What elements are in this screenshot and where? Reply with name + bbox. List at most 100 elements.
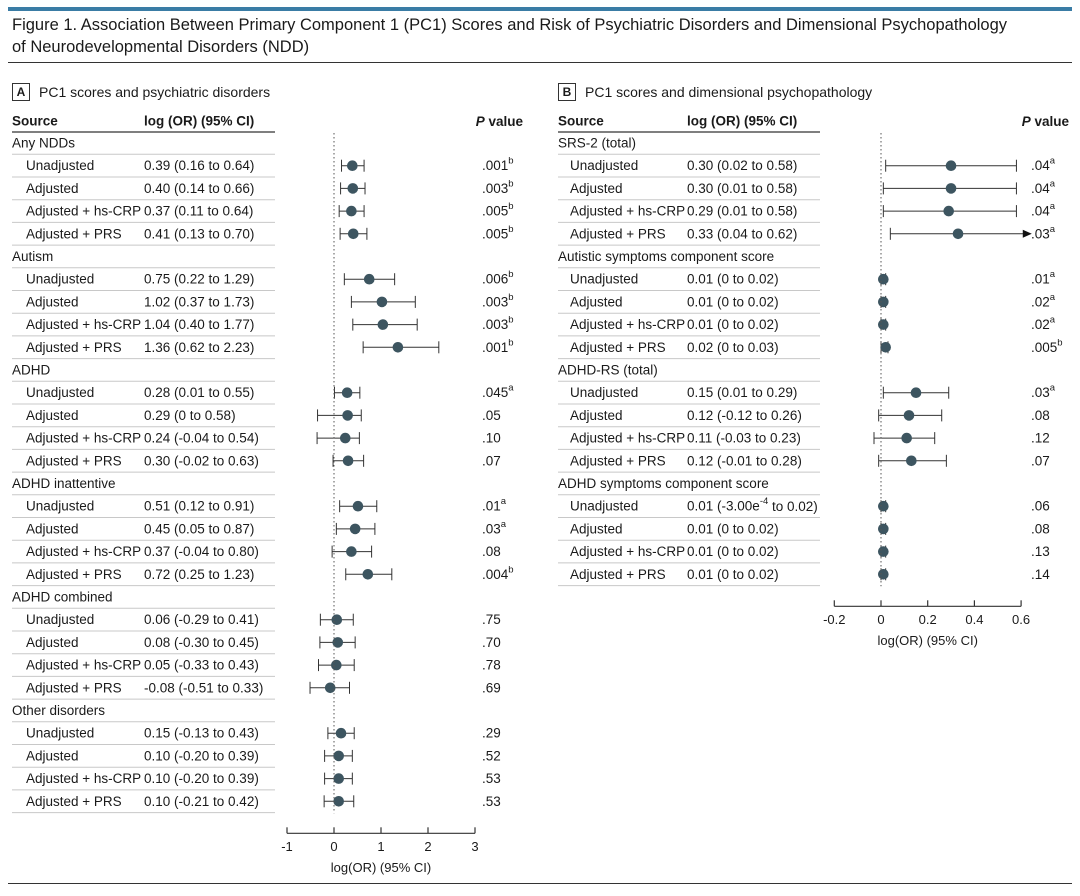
- panel-a-point-marker: [342, 410, 353, 421]
- panel-a-x-tick-label: -1: [281, 839, 293, 854]
- panel-b-group-label: SRS-2 (total): [558, 136, 636, 151]
- panel-b-point-marker: [880, 342, 891, 353]
- panel-b-row-label: Unadjusted: [570, 499, 638, 514]
- panel-a-x-tick-label: 2: [424, 839, 431, 854]
- panel-b-row-estimate: 0.12 (-0.12 to 0.26): [687, 408, 802, 423]
- panel-b-row-pvalue: .04a: [1031, 155, 1056, 173]
- panel-a-point-marker: [341, 387, 353, 399]
- panel-b-row-pvalue: .06: [1031, 499, 1050, 514]
- panel-b-row-estimate: 0.11 (-0.03 to 0.23): [687, 431, 801, 446]
- panel-a-x-axis-label: log(OR) (95% CI): [331, 860, 431, 875]
- panel-a-row-estimate: 0.45 (0.05 to 0.87): [144, 521, 254, 536]
- panel-a-row-label: Adjusted + PRS: [26, 226, 122, 241]
- panel-a-point-marker: [333, 750, 345, 762]
- panel-b-header-pvalue: P value: [1022, 114, 1070, 129]
- panel-b-group-label: ADHD-RS (total): [558, 363, 658, 378]
- panel-a-group-label: Autism: [12, 249, 53, 264]
- panel-a-row-pvalue-superscript: b: [508, 178, 513, 189]
- panel-a-row-estimate: 0.30 (-0.02 to 0.63): [144, 453, 259, 468]
- panel-b-row-estimate: 0.02 (0 to 0.03): [687, 340, 779, 355]
- panel-a-row-estimate: 0.15 (-0.13 to 0.43): [144, 726, 259, 741]
- panel-a-row-estimate: 0.72 (0.25 to 1.23): [144, 567, 254, 582]
- panel-b-x-tick-label: -0.2: [823, 612, 845, 627]
- panel-a-header-source: Source: [12, 114, 58, 129]
- panel-a-row-label: Adjusted + PRS: [26, 567, 122, 582]
- panel-a-row-label: Adjusted: [26, 181, 79, 196]
- panel-a-heading: A PC1 scores and psychiatric disorders: [12, 82, 270, 102]
- panel-b-point-marker: [903, 410, 915, 421]
- panel-a-row-pvalue: .29: [482, 726, 501, 741]
- panel-a-row-pvalue-superscript: b: [508, 223, 513, 234]
- panel-a-row-label: Unadjusted: [26, 158, 94, 173]
- panel-b-row-estimate: 0.01 (0 to 0.02): [687, 272, 779, 287]
- panel-b-row-pvalue: .02a: [1031, 314, 1056, 332]
- panel-a-row-pvalue: .045a: [482, 382, 514, 400]
- panel-a-point-marker: [347, 160, 358, 171]
- panel-b-point-marker: [906, 455, 917, 467]
- panel-a-point-marker: [362, 569, 374, 580]
- panel-b-row-pvalue: .03a: [1031, 382, 1056, 400]
- panel-a-header-p-rest: value: [485, 114, 524, 129]
- panel-a-row-pvalue-superscript: b: [508, 291, 513, 302]
- panel-a-row-pvalue-superscript: b: [508, 155, 513, 166]
- panel-a-row-estimate: 0.05 (-0.33 to 0.43): [144, 658, 259, 673]
- panel-b-row-estimate: 0.12 (-0.01 to 0.28): [687, 453, 802, 468]
- panel-a-row-pvalue: .006b: [482, 269, 514, 287]
- panel-a-header-pvalue: P value: [476, 114, 524, 129]
- panel-a-row-estimate: 1.36 (0.62 to 2.23): [144, 340, 254, 355]
- panel-a-row-label: Adjusted + hs-CRP: [26, 204, 141, 219]
- panel-b-row-pvalue: .01a: [1031, 269, 1056, 287]
- panel-b-point-marker: [878, 296, 889, 308]
- panel-b-row-label: Adjusted: [570, 294, 623, 309]
- panel-a-row-pvalue: .005b: [482, 223, 514, 241]
- panel-a-point-marker: [335, 727, 347, 739]
- panel-a-row-pvalue: .78: [482, 658, 501, 673]
- panel-a-row-pvalue-superscript: a: [508, 382, 514, 393]
- panel-b-letter: B: [558, 83, 576, 101]
- panel-b-x-tick-label: 0.4: [965, 612, 983, 627]
- panel-b-row-label: Adjusted + hs-CRP: [570, 431, 685, 446]
- panel-a-row-label: Adjusted: [26, 635, 79, 650]
- panel-b-point-marker: [952, 228, 964, 240]
- panel-a-point-marker: [331, 659, 342, 671]
- panel-a-group-label: ADHD: [12, 363, 51, 378]
- panel-b-row-pvalue-superscript: a: [1050, 382, 1056, 393]
- panel-a-row-pvalue: .53: [482, 794, 501, 809]
- panel-b-row-pvalue: .02a: [1031, 291, 1056, 309]
- panel-b-point-marker: [945, 160, 957, 171]
- panel-b-row-estimate: 0.01 (0 to 0.02): [687, 317, 779, 332]
- panel-b-row-estimate-superscript: -4: [760, 496, 768, 507]
- panel-b-row-pvalue-superscript: a: [1050, 201, 1056, 212]
- panel-b-row-pvalue-superscript: a: [1050, 291, 1056, 302]
- panel-a-group-label: Any NDDs: [12, 136, 75, 151]
- panel-b-row-label: Adjusted + PRS: [570, 567, 666, 582]
- panel-b-row-pvalue-superscript: a: [1050, 178, 1056, 189]
- panel-b-group-label: ADHD symptoms component score: [558, 476, 769, 491]
- panel-a-point-marker: [347, 183, 359, 194]
- panel-b-x-tick-label: 0.2: [919, 612, 937, 627]
- panel-a-row-label: Unadjusted: [26, 272, 94, 287]
- panel-a-row-label: Unadjusted: [26, 385, 94, 400]
- panel-b-row-label: Unadjusted: [570, 385, 638, 400]
- panel-a-row-pvalue: .10: [482, 431, 501, 446]
- panel-b-row-label: Adjusted + hs-CRP: [570, 544, 685, 559]
- panel-a-row-pvalue: .70: [482, 635, 501, 650]
- panel-b-row-pvalue: .08: [1031, 408, 1050, 423]
- panel-a-row-pvalue: .003b: [482, 291, 514, 309]
- panel-a-letter: A: [12, 83, 30, 101]
- panel-b-row-label: Adjusted: [570, 181, 623, 196]
- panel-a-point-marker: [347, 228, 359, 240]
- panel-b-point-marker: [943, 205, 955, 217]
- panel-b-point-marker: [878, 500, 889, 512]
- panel-a-row-label: Unadjusted: [26, 499, 94, 514]
- panel-a-row-label: Adjusted + hs-CRP: [26, 658, 141, 673]
- panel-a-row-estimate: 0.06 (-0.29 to 0.41): [144, 612, 259, 627]
- panel-a-row-pvalue: .004b: [482, 564, 514, 582]
- panel-b-heading: B PC1 scores and dimensional psychopatho…: [558, 82, 872, 102]
- panel-a-point-marker: [331, 614, 343, 625]
- panel-b-header-p-rest: value: [1031, 114, 1070, 129]
- panel-a-point-marker: [324, 682, 336, 694]
- panel-a-row-estimate: 0.51 (0.12 to 0.91): [144, 499, 254, 514]
- panel-a-row-pvalue: .003b: [482, 314, 514, 332]
